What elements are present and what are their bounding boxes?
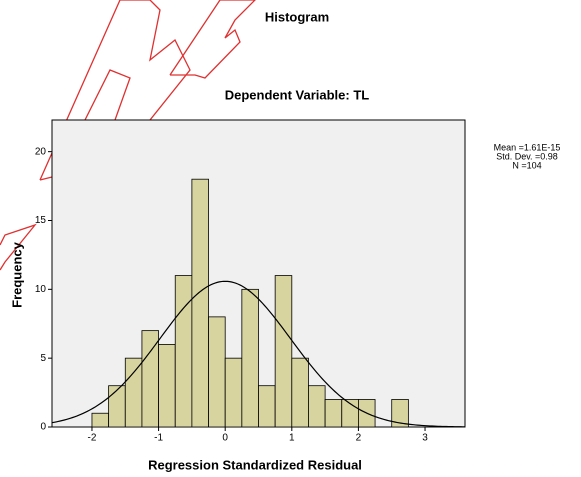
chart-subtitle: Dependent Variable: TL [225, 87, 370, 102]
y-axis-label: Frequency [9, 241, 24, 308]
bar [391, 399, 409, 428]
y-tick-label: 10 [35, 284, 47, 295]
x-tick-label: 0 [222, 433, 228, 444]
bar [258, 385, 276, 428]
normal-curve [51, 280, 466, 428]
bar [308, 385, 326, 428]
bar [274, 275, 293, 428]
y-tick-label: 0 [40, 422, 46, 433]
bar [174, 275, 193, 428]
x-tick-label: 3 [422, 433, 428, 444]
y-tick-label: 20 [35, 146, 47, 157]
bar [108, 385, 126, 428]
bar [158, 343, 176, 428]
bar [224, 357, 243, 428]
bar [124, 357, 143, 428]
bar [191, 178, 209, 428]
stat-mean: Mean =1.61E-15 [494, 142, 561, 152]
bar [324, 399, 343, 428]
bar [241, 288, 259, 428]
stat-n: N =104 [512, 160, 541, 170]
bar [91, 412, 110, 428]
x-tick-label: 2 [356, 433, 362, 444]
bar [141, 330, 159, 428]
x-axis-label: Regression Standardized Residual [148, 457, 362, 472]
stat-sd: Std. Dev. =0.98 [496, 151, 558, 161]
x-tick-label: -1 [154, 433, 163, 444]
chart-title: Histogram [265, 9, 329, 24]
bar [291, 357, 309, 428]
x-tick-label: -2 [88, 433, 97, 444]
y-tick-label: 15 [35, 215, 47, 226]
y-tick-label: 5 [40, 353, 46, 364]
bar [208, 316, 226, 428]
x-tick-label: 1 [289, 433, 295, 444]
